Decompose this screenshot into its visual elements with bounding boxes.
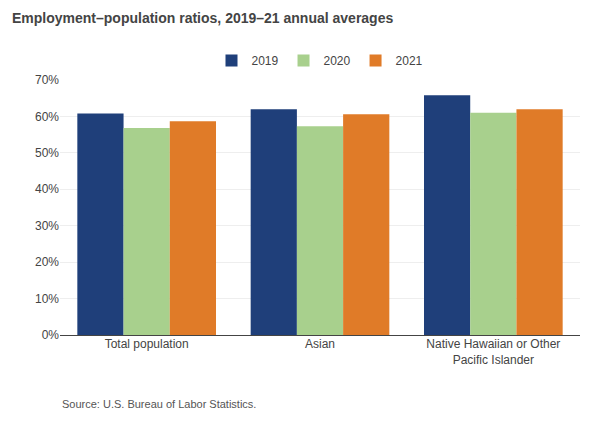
svg-text:Native Hawaiian or OtherPacifi: Native Hawaiian or OtherPacific Islander: [426, 337, 560, 367]
svg-text:10%: 10%: [35, 292, 59, 306]
svg-text:2020: 2020: [324, 54, 351, 68]
svg-text:40%: 40%: [35, 182, 59, 196]
svg-text:Asian: Asian: [305, 337, 335, 351]
svg-text:2021: 2021: [396, 54, 423, 68]
svg-text:2019: 2019: [252, 54, 279, 68]
svg-text:30%: 30%: [35, 219, 59, 233]
svg-text:20%: 20%: [35, 255, 59, 269]
svg-text:60%: 60%: [35, 110, 59, 124]
svg-text:0%: 0%: [42, 328, 60, 342]
svg-text:Total population: Total population: [105, 337, 189, 351]
svg-text:Employment–population ratios,: Employment–population ratios, 2019–21 an…: [12, 10, 393, 26]
svg-text:70%: 70%: [35, 73, 59, 87]
svg-text:50%: 50%: [35, 146, 59, 160]
svg-text:Source: U.S. Bureau of Labor S: Source: U.S. Bureau of Labor Statistics.: [62, 398, 256, 410]
